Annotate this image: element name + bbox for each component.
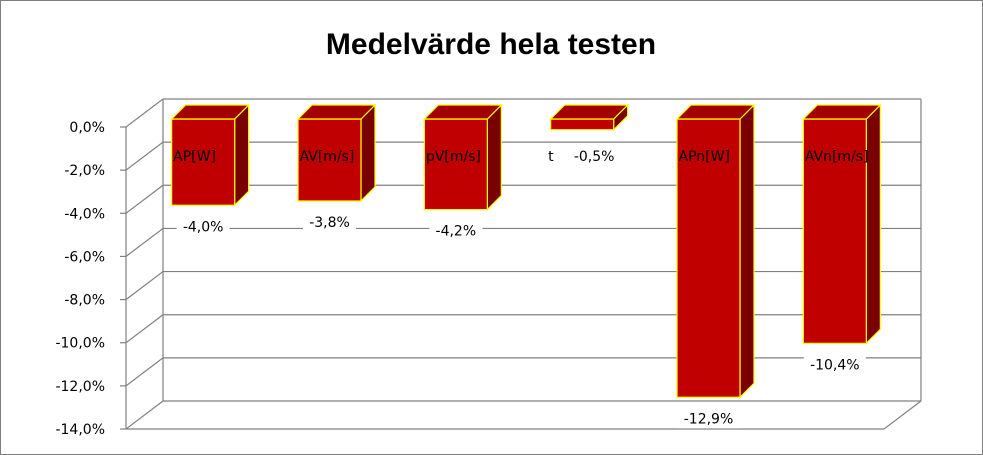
data-label-bg [176, 216, 230, 237]
category-label: AVn[m/s] [805, 149, 869, 165]
bar-side-face [865, 103, 881, 345]
chart-title: Medelvärde hela testen [326, 28, 656, 61]
data-label: -4,0% [183, 219, 224, 235]
y-tick-label: -14,0% [55, 422, 105, 438]
category-label: t [548, 149, 554, 165]
bar-top-face [675, 104, 756, 120]
data-label: -4,2% [436, 224, 477, 240]
bar-4 [675, 103, 756, 399]
bar-top-face [549, 104, 630, 120]
bar-top-face [422, 104, 503, 120]
gridline-side [125, 227, 164, 257]
category-label: pV[m/s] [426, 149, 481, 165]
grid-layer [120, 98, 922, 430]
bar-1 [296, 103, 377, 203]
bar-2 [422, 103, 503, 212]
data-label: -10,4% [810, 357, 860, 373]
gridline-side [125, 400, 164, 430]
bar-top-face [296, 104, 377, 120]
y-tick-label: -4,0% [64, 206, 105, 222]
gridline-side [125, 98, 164, 128]
data-label: -3,8% [309, 215, 350, 231]
y-tick-label: -6,0% [64, 249, 105, 265]
y-tick-label: -2,0% [64, 163, 105, 179]
y-tick-label: -12,0% [55, 379, 105, 395]
bar-side-face [360, 103, 376, 203]
y-tick-label: -8,0% [64, 293, 105, 309]
bar-top-face [801, 104, 882, 120]
data-label-bg [429, 220, 483, 241]
floor-right-edge [883, 400, 922, 430]
data-label-bg [677, 408, 740, 429]
gridline-side [125, 141, 164, 171]
bar-top-face [170, 104, 251, 120]
category-label: AP[W] [173, 149, 216, 165]
y-tick-label: -10,0% [55, 336, 105, 352]
data-label-bg [567, 146, 621, 166]
category-label: APn[W] [679, 149, 730, 165]
bar-side-face [486, 103, 502, 212]
label-layer: AP[W] -4,0% AV[m/s] -3,8% pV[m/s] -4,2% t -0,5%… [173, 146, 869, 429]
bar-front-face [550, 118, 615, 131]
bar-side-face [234, 103, 250, 207]
gridline-side [125, 271, 164, 301]
data-label-bg [803, 354, 866, 375]
bar-5 [801, 103, 882, 345]
bar-3 [549, 103, 630, 132]
y-tick-label: 0,0% [69, 120, 105, 136]
bar-series [170, 103, 882, 399]
bar-side-face [739, 103, 755, 399]
y-axis-ticks: 0,0% -2,0% -4,0% -6,0% -8,0% -10,0% -12,0% -14,… [55, 120, 105, 438]
bar-0 [170, 103, 251, 207]
gridline-side [125, 184, 164, 214]
gridline-side [125, 357, 164, 387]
category-label: AV[m/s] [300, 149, 355, 165]
gridline-side [125, 314, 164, 344]
data-label: -0,5% [574, 149, 615, 165]
data-label: -12,9% [684, 411, 734, 427]
data-label-bg [303, 211, 356, 232]
